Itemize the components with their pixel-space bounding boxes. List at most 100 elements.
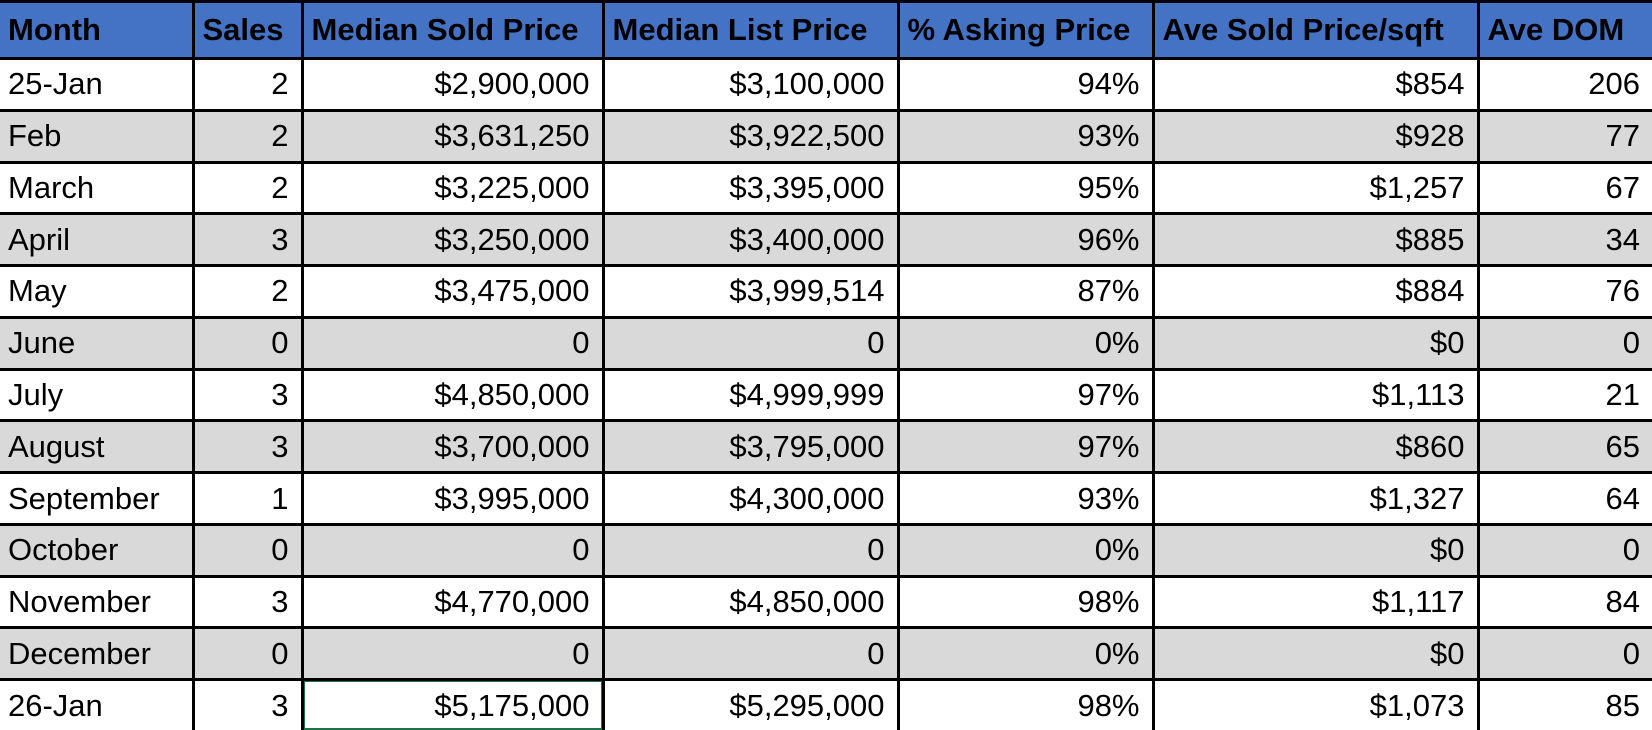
cell-sales[interactable]: 0 — [191, 626, 304, 682]
cell-pct-asking-price[interactable]: 96% — [896, 212, 1155, 268]
cell-ave-sold-price-sqft[interactable]: $885 — [1151, 212, 1480, 268]
cell-pct-asking-price[interactable]: 0% — [896, 522, 1155, 578]
cell-month[interactable]: July — [0, 367, 195, 423]
cell-month[interactable]: August — [0, 419, 195, 475]
cell-sales[interactable]: 2 — [191, 57, 304, 112]
cell-sales[interactable]: 3 — [191, 574, 304, 630]
cell-pct-asking-price[interactable]: 93% — [896, 471, 1155, 526]
cell-sales[interactable]: 3 — [191, 419, 304, 475]
cell-ave-sold-price-sqft[interactable]: $928 — [1151, 108, 1480, 164]
cell-pct-asking-price[interactable]: 0% — [896, 626, 1155, 682]
cell-ave-sold-price-sqft[interactable]: $0 — [1151, 315, 1480, 371]
cell-ave-dom[interactable]: 77 — [1476, 108, 1652, 164]
cell-median-sold-price[interactable]: $3,995,000 — [300, 471, 605, 526]
column-header-ave-dom[interactable]: Ave DOM — [1476, 0, 1652, 60]
cell-ave-dom[interactable]: 85 — [1476, 678, 1652, 730]
cell-ave-sold-price-sqft[interactable]: $884 — [1151, 264, 1480, 319]
cell-month[interactable]: November — [0, 574, 195, 630]
column-header-median-sold-price[interactable]: Median Sold Price — [300, 0, 605, 60]
cell-ave-sold-price-sqft[interactable]: $0 — [1151, 626, 1480, 682]
cell-month[interactable]: September — [0, 471, 195, 526]
cell-pct-asking-price[interactable]: 93% — [896, 108, 1155, 164]
cell-median-sold-price[interactable]: 0 — [300, 315, 605, 371]
column-header-pct-asking-price[interactable]: % Asking Price — [896, 0, 1155, 60]
cell-ave-sold-price-sqft[interactable]: $854 — [1151, 57, 1480, 112]
cell-month[interactable]: 26-Jan — [0, 678, 195, 730]
cell-sales[interactable]: 0 — [191, 315, 304, 371]
cell-ave-dom[interactable]: 0 — [1476, 626, 1652, 682]
cell-median-list-price[interactable]: $4,850,000 — [601, 574, 900, 630]
cell-median-sold-price[interactable]: $3,700,000 — [300, 419, 605, 475]
cell-sales[interactable]: 2 — [191, 108, 304, 164]
cell-ave-dom[interactable]: 21 — [1476, 367, 1652, 423]
cell-pct-asking-price[interactable]: 97% — [896, 419, 1155, 475]
cell-sales[interactable]: 2 — [191, 264, 304, 319]
cell-month[interactable]: March — [0, 160, 195, 216]
cell-median-list-price[interactable]: $4,300,000 — [601, 471, 900, 526]
cell-sales[interactable]: 2 — [191, 160, 304, 216]
cell-pct-asking-price[interactable]: 98% — [896, 574, 1155, 630]
cell-ave-sold-price-sqft[interactable]: $1,113 — [1151, 367, 1480, 423]
cell-sales[interactable]: 3 — [191, 367, 304, 423]
cell-median-sold-price[interactable]: $2,900,000 — [300, 57, 605, 112]
cell-ave-dom[interactable]: 0 — [1476, 315, 1652, 371]
cell-median-list-price[interactable]: 0 — [601, 522, 900, 578]
column-header-ave-sold-price-sqft[interactable]: Ave Sold Price/sqft — [1151, 0, 1480, 60]
column-header-month[interactable]: Month — [0, 0, 195, 60]
cell-median-sold-price[interactable]: $3,631,250 — [300, 108, 605, 164]
cell-median-list-price[interactable]: $4,999,999 — [601, 367, 900, 423]
cell-ave-sold-price-sqft[interactable]: $1,257 — [1151, 160, 1480, 216]
cell-ave-dom[interactable]: 65 — [1476, 419, 1652, 475]
cell-month[interactable]: October — [0, 522, 195, 578]
cell-ave-sold-price-sqft[interactable]: $1,117 — [1151, 574, 1480, 630]
cell-median-list-price[interactable]: $3,795,000 — [601, 419, 900, 475]
column-header-sales[interactable]: Sales — [191, 0, 304, 60]
cell-median-sold-price[interactable]: $3,225,000 — [300, 160, 605, 216]
cell-median-list-price[interactable]: $5,295,000 — [601, 678, 900, 730]
cell-pct-asking-price[interactable]: 95% — [896, 160, 1155, 216]
cell-median-list-price[interactable]: 0 — [601, 626, 900, 682]
cell-ave-dom[interactable]: 76 — [1476, 264, 1652, 319]
selected-cell[interactable]: $5,175,000 — [300, 678, 605, 730]
cell-pct-asking-price[interactable]: 94% — [896, 57, 1155, 112]
cell-pct-asking-price[interactable]: 0% — [896, 315, 1155, 371]
cell-ave-dom[interactable]: 0 — [1476, 522, 1652, 578]
cell-median-sold-price[interactable]: $4,770,000 — [300, 574, 605, 630]
cell-month[interactable]: May — [0, 264, 195, 319]
cell-sales[interactable]: 3 — [191, 212, 304, 268]
cell-median-sold-price[interactable]: $3,250,000 — [300, 212, 605, 268]
cell-month[interactable]: 25-Jan — [0, 57, 195, 112]
cell-pct-asking-price[interactable]: 87% — [896, 264, 1155, 319]
cell-sales[interactable]: 3 — [191, 678, 304, 730]
table-row: November 3 $4,770,000 $4,850,000 98% $1,… — [0, 574, 1652, 630]
cell-pct-asking-price[interactable]: 98% — [896, 678, 1155, 730]
cell-ave-dom[interactable]: 64 — [1476, 471, 1652, 526]
cell-median-list-price[interactable]: $3,400,000 — [601, 212, 900, 268]
cell-median-list-price[interactable]: $3,999,514 — [601, 264, 900, 319]
cell-pct-asking-price[interactable]: 97% — [896, 367, 1155, 423]
cell-month[interactable]: April — [0, 212, 195, 268]
cell-ave-dom[interactable]: 34 — [1476, 212, 1652, 268]
cell-ave-sold-price-sqft[interactable]: $0 — [1151, 522, 1480, 578]
cell-month[interactable]: June — [0, 315, 195, 371]
cell-median-sold-price[interactable]: $4,850,000 — [300, 367, 605, 423]
cell-median-sold-price[interactable]: 0 — [300, 626, 605, 682]
cell-sales[interactable]: 0 — [191, 522, 304, 578]
cell-ave-dom[interactable]: 67 — [1476, 160, 1652, 216]
cell-month[interactable]: Feb — [0, 108, 195, 164]
cell-ave-sold-price-sqft[interactable]: $860 — [1151, 419, 1480, 475]
cell-ave-dom[interactable]: 206 — [1476, 57, 1652, 112]
column-header-median-list-price[interactable]: Median List Price — [601, 0, 900, 60]
cell-median-list-price[interactable]: $3,100,000 — [601, 57, 900, 112]
cell-median-list-price[interactable]: $3,395,000 — [601, 160, 900, 216]
cell-median-sold-price[interactable]: 0 — [300, 522, 605, 578]
cell-ave-sold-price-sqft[interactable]: $1,327 — [1151, 471, 1480, 526]
cell-ave-dom[interactable]: 84 — [1476, 574, 1652, 630]
cell-sales[interactable]: 1 — [191, 471, 304, 526]
cell-median-list-price[interactable]: 0 — [601, 315, 900, 371]
cell-median-list-price[interactable]: $3,922,500 — [601, 108, 900, 164]
cell-ave-sold-price-sqft[interactable]: $1,073 — [1151, 678, 1480, 730]
cell-month[interactable]: December — [0, 626, 195, 682]
cell-median-sold-price[interactable]: $3,475,000 — [300, 264, 605, 319]
